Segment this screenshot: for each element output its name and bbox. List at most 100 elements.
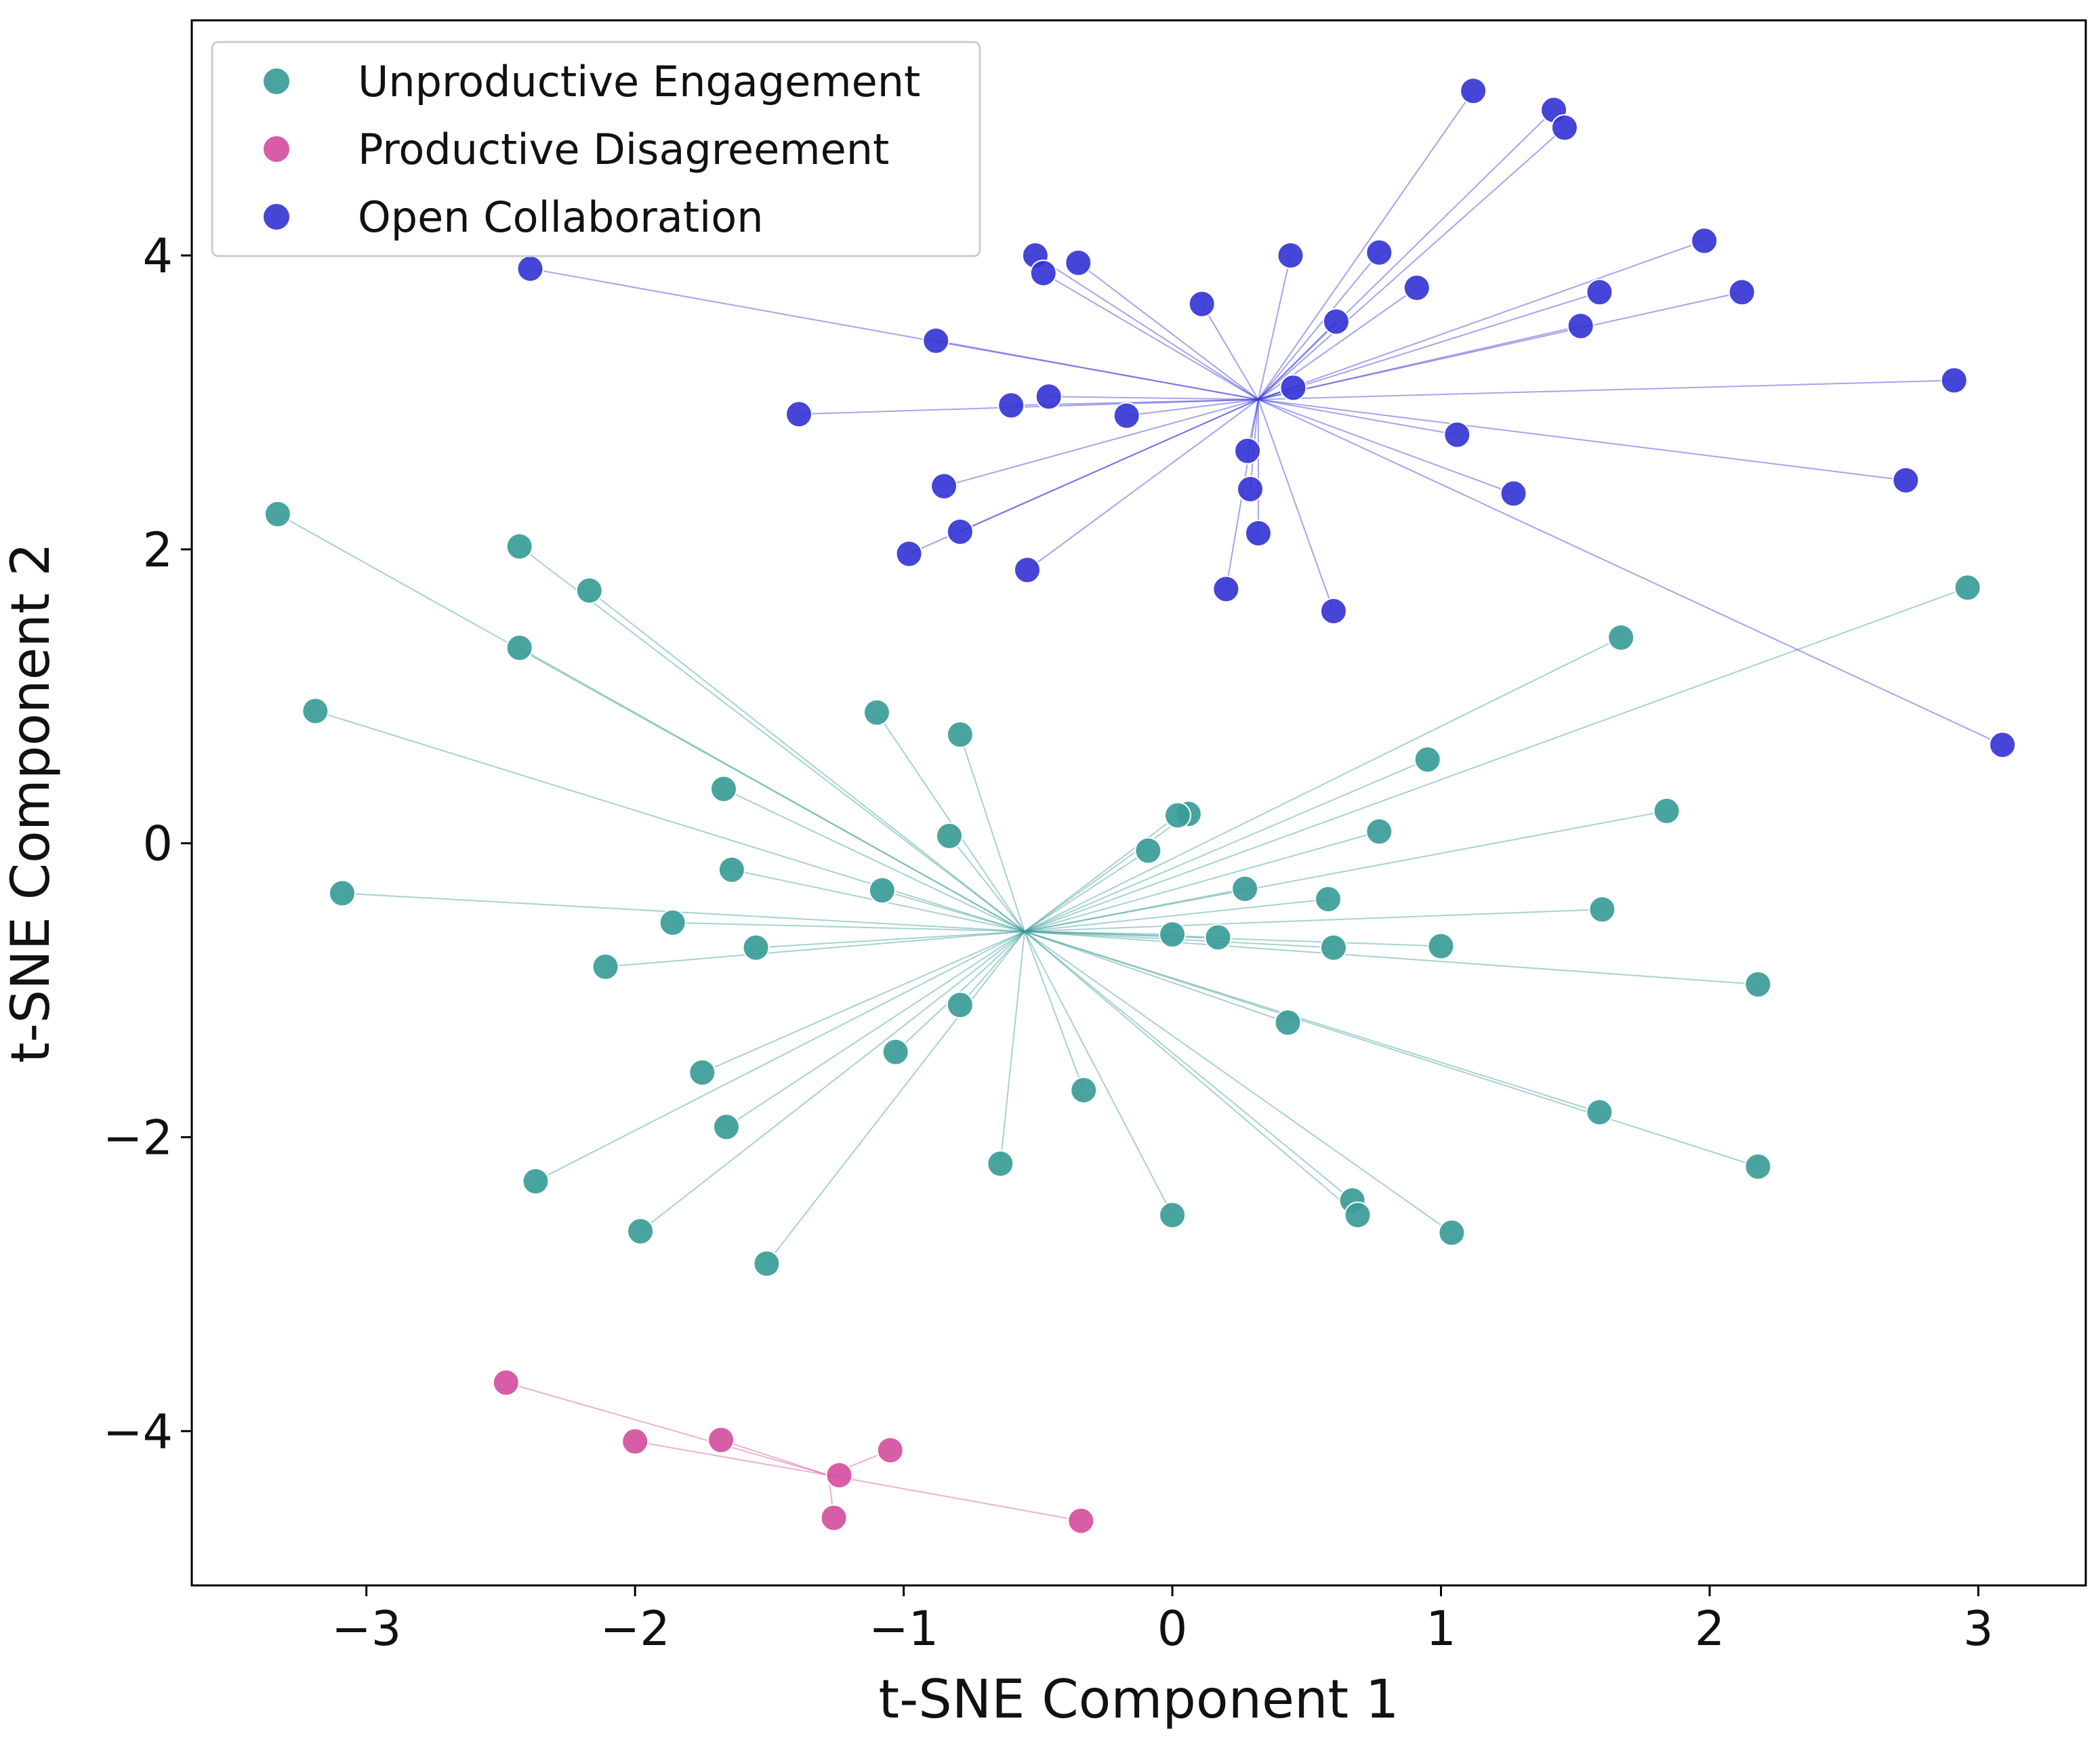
connection-line: [589, 589, 1025, 932]
legend-label: Unproductive Engagement: [358, 57, 920, 106]
data-point: [825, 1461, 853, 1489]
connection-line: [672, 921, 1025, 932]
connection-line: [1024, 931, 1353, 1201]
data-point: [1188, 290, 1216, 318]
connection-line: [1126, 398, 1259, 417]
connection-line: [634, 1440, 829, 1476]
data-point: [1989, 731, 2017, 759]
connection-line: [882, 890, 1025, 932]
y-axis-label: t-SNE Component 2: [1, 543, 62, 1063]
connection-line: [519, 647, 1025, 932]
data-point: [1365, 238, 1393, 266]
connection-line: [1258, 127, 1565, 400]
connection-line: [277, 513, 1025, 932]
x-tick-label: 0: [1157, 1601, 1188, 1657]
data-point: [1029, 259, 1057, 287]
connection-line: [960, 931, 1025, 1005]
legend-box: [211, 41, 981, 257]
data-point: [946, 721, 974, 749]
connection-line: [1258, 398, 1458, 436]
data-point: [522, 1167, 550, 1195]
legend-marker: [262, 203, 291, 231]
data-point: [868, 877, 896, 905]
connection-line: [1024, 831, 1380, 932]
connection-line: [935, 339, 1259, 400]
connection-line: [1024, 930, 1218, 938]
connection-line: [943, 398, 1259, 487]
data-point: [1315, 886, 1342, 913]
data-point: [895, 540, 923, 568]
data-point: [1443, 421, 1471, 449]
connection-line: [1024, 909, 1603, 932]
data-point: [1550, 114, 1578, 142]
data-point: [1744, 970, 1772, 998]
connection-line: [876, 712, 1025, 932]
connection-line: [1024, 931, 1085, 1091]
connection-line: [1257, 255, 1292, 400]
plot-frame: [190, 19, 2087, 1587]
data-point: [1892, 466, 1920, 494]
data-point: [1744, 1152, 1772, 1180]
connection-line: [640, 931, 1025, 1232]
connection-line: [766, 931, 1025, 1264]
data-point: [516, 255, 544, 283]
x-tick-label: −3: [331, 1601, 401, 1657]
connection-line: [315, 710, 1025, 932]
connection-line: [605, 930, 1025, 968]
connection-line: [1024, 930, 1600, 1113]
axes: −3 −2 −1 0 1 2 3 −4 −2 0 2 4: [103, 19, 2087, 1657]
data-point: [1067, 1507, 1095, 1535]
data-point: [492, 1369, 520, 1396]
connection-line: [1027, 398, 1259, 571]
legend-label: Productive Disagreement: [358, 125, 889, 174]
data-point: [707, 1426, 735, 1454]
data-point: [627, 1218, 655, 1245]
connection-line: [1258, 320, 1337, 400]
data-point: [688, 1059, 716, 1087]
data-point: [1159, 1201, 1187, 1229]
data-point: [1212, 575, 1240, 603]
connection-line: [1024, 888, 1245, 932]
data-point: [712, 1113, 740, 1141]
data-point: [1113, 402, 1140, 430]
data-point: [997, 392, 1025, 419]
legend: Unproductive Engagement Productive Disagr…: [211, 41, 981, 257]
data-point: [987, 1150, 1014, 1178]
connection-line: [723, 788, 1025, 932]
connection-line: [1000, 931, 1026, 1164]
data-point: [876, 1436, 904, 1464]
connection-line: [1258, 291, 1600, 400]
connection-line: [960, 398, 1259, 533]
data-point: [785, 400, 812, 428]
connection-line: [1024, 931, 1173, 1215]
data-point: [718, 856, 745, 884]
data-point: [1237, 475, 1264, 503]
connection-line: [1024, 898, 1329, 932]
x-tick-label: −1: [869, 1601, 939, 1657]
legend-label: Open Collaboration: [358, 192, 764, 242]
data-point: [506, 533, 533, 560]
connection-line: [1258, 252, 1380, 400]
data-point: [1319, 934, 1347, 961]
x-axis-label: t-SNE Component 1: [879, 1669, 1399, 1730]
data-point: [1319, 597, 1347, 625]
data-point: [1403, 274, 1430, 302]
x-tick-label: 2: [1695, 1601, 1725, 1657]
connection-line: [1258, 90, 1474, 400]
connection-line: [726, 930, 1025, 1128]
connection-line: [1035, 255, 1259, 400]
data-point: [1234, 437, 1262, 465]
connection-line: [342, 892, 1025, 932]
data-point: [1588, 896, 1616, 923]
x-tick-label: 1: [1426, 1601, 1456, 1657]
data-point: [1159, 921, 1187, 949]
connection-line: [959, 734, 1025, 932]
data-point: [1231, 875, 1259, 902]
connection-line: [1024, 810, 1667, 932]
connection-line: [1258, 398, 2003, 746]
y-tick-label: −2: [103, 1110, 173, 1165]
data-point: [1244, 519, 1272, 547]
connection-line: [756, 930, 1025, 949]
connection-line: [530, 268, 1259, 400]
